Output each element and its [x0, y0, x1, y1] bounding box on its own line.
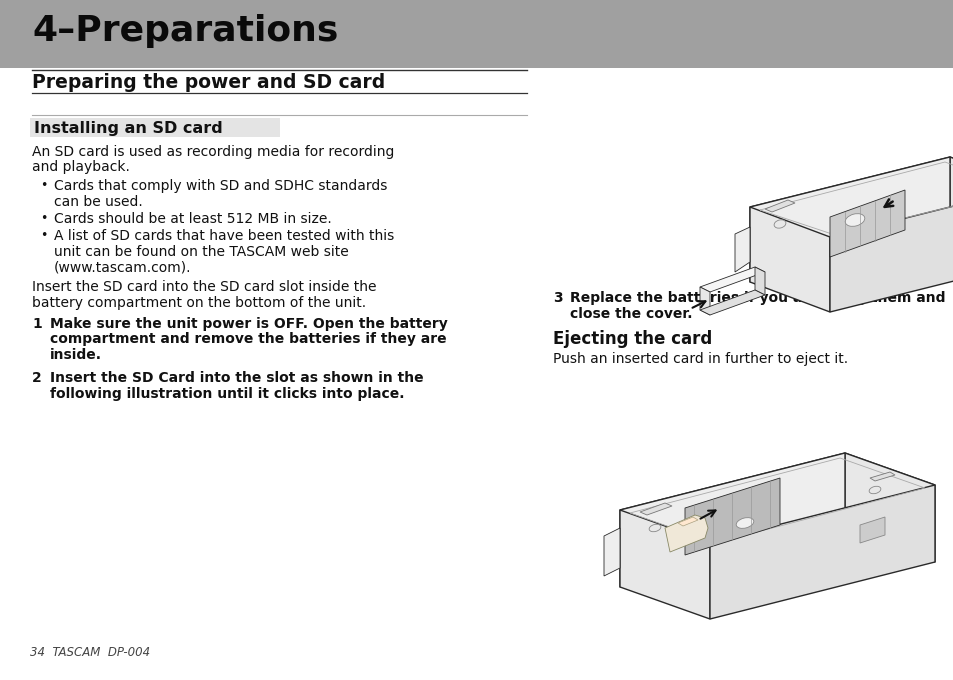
- Polygon shape: [829, 187, 953, 312]
- Polygon shape: [829, 190, 904, 257]
- Polygon shape: [764, 200, 794, 212]
- Polygon shape: [639, 503, 671, 515]
- Ellipse shape: [736, 517, 753, 528]
- Text: Ejecting the card: Ejecting the card: [553, 330, 712, 348]
- Polygon shape: [749, 157, 953, 237]
- Polygon shape: [684, 478, 780, 555]
- Polygon shape: [844, 453, 934, 562]
- Text: battery compartment on the bottom of the unit.: battery compartment on the bottom of the…: [32, 296, 366, 309]
- Polygon shape: [734, 227, 749, 272]
- Text: can be used.: can be used.: [54, 194, 143, 209]
- Polygon shape: [619, 510, 709, 619]
- Polygon shape: [869, 472, 894, 481]
- Text: following illustration until it clicks into place.: following illustration until it clicks i…: [50, 387, 404, 401]
- Text: Insert the SD Card into the slot as shown in the: Insert the SD Card into the slot as show…: [50, 371, 423, 386]
- Ellipse shape: [844, 214, 863, 226]
- Text: inside.: inside.: [50, 348, 102, 362]
- Text: Cards that comply with SD and SDHC standards: Cards that comply with SD and SDHC stand…: [54, 179, 387, 193]
- Bar: [0, 0, 953, 68]
- Polygon shape: [619, 453, 844, 587]
- Ellipse shape: [868, 486, 880, 494]
- Text: Insert the SD card into the SD card slot inside the: Insert the SD card into the SD card slot…: [32, 280, 376, 294]
- Polygon shape: [709, 485, 934, 619]
- Text: Replace the batteries if you are using them and: Replace the batteries if you are using t…: [569, 291, 944, 305]
- Polygon shape: [678, 517, 698, 526]
- Text: •: •: [40, 212, 48, 225]
- Text: close the cover.: close the cover.: [569, 307, 692, 320]
- Polygon shape: [664, 515, 707, 552]
- Text: An SD card is used as recording media for recording: An SD card is used as recording media fo…: [32, 145, 394, 159]
- Text: Installing an SD card: Installing an SD card: [34, 121, 222, 136]
- Text: (www.tascam.com).: (www.tascam.com).: [54, 260, 192, 275]
- Text: 4–Preparations: 4–Preparations: [32, 14, 338, 48]
- Polygon shape: [700, 287, 709, 315]
- Polygon shape: [603, 528, 619, 576]
- Text: Make sure the unit power is OFF. Open the battery: Make sure the unit power is OFF. Open th…: [50, 317, 447, 331]
- Text: 34  TASCAM  DP-004: 34 TASCAM DP-004: [30, 646, 150, 659]
- Polygon shape: [749, 157, 949, 282]
- Text: A list of SD cards that have been tested with this: A list of SD cards that have been tested…: [54, 230, 394, 243]
- Text: •: •: [40, 230, 48, 243]
- Text: 1: 1: [32, 317, 42, 331]
- Text: Push an inserted card in further to eject it.: Push an inserted card in further to ejec…: [553, 352, 847, 366]
- Text: Cards should be at least 512 MB in size.: Cards should be at least 512 MB in size.: [54, 212, 332, 226]
- Polygon shape: [754, 267, 764, 295]
- Polygon shape: [859, 517, 884, 543]
- Text: compartment and remove the batteries if they are: compartment and remove the batteries if …: [50, 333, 446, 347]
- Ellipse shape: [773, 220, 785, 228]
- Text: and playback.: and playback.: [32, 160, 130, 175]
- Text: unit can be found on the TASCAM web site: unit can be found on the TASCAM web site: [54, 245, 349, 259]
- Polygon shape: [749, 207, 829, 312]
- Polygon shape: [949, 157, 953, 262]
- Polygon shape: [700, 290, 764, 315]
- Text: 2: 2: [32, 371, 42, 386]
- Bar: [30, 118, 280, 137]
- Polygon shape: [619, 453, 934, 542]
- Text: Preparing the power and SD card: Preparing the power and SD card: [32, 73, 385, 92]
- Text: •: •: [40, 179, 48, 192]
- Bar: [0, 68, 953, 108]
- Text: 3: 3: [553, 291, 562, 305]
- Polygon shape: [700, 267, 764, 292]
- Ellipse shape: [648, 524, 660, 532]
